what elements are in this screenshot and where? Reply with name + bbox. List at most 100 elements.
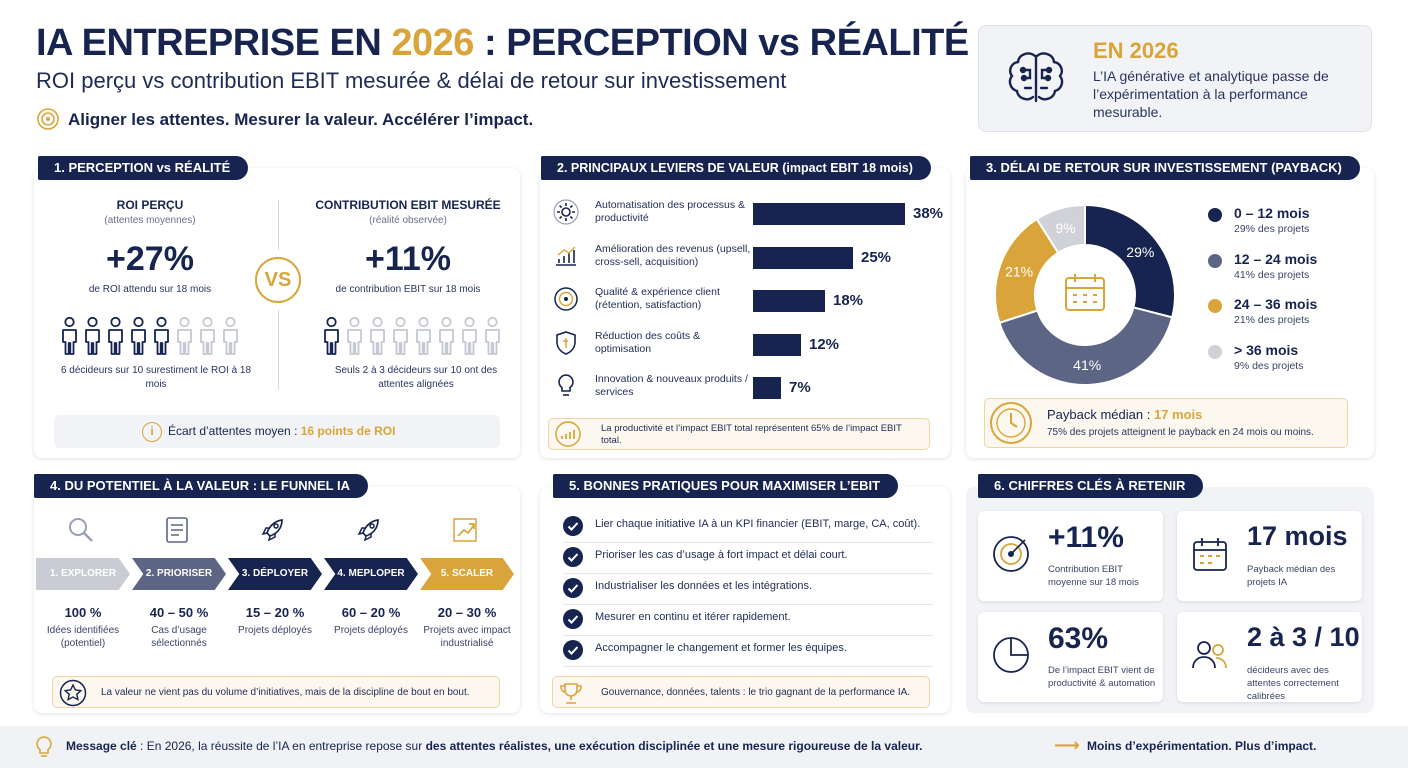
chart-up-icon bbox=[450, 515, 480, 545]
legend-label: 12 – 24 mois bbox=[1234, 250, 1318, 267]
legend-label: 0 – 12 mois bbox=[1234, 205, 1310, 221]
key-figure-card: 17 mois Payback médian des projets IA bbox=[1177, 511, 1362, 601]
donut-slice bbox=[1035, 203, 1086, 255]
info-year: EN 2026 bbox=[1093, 38, 1179, 63]
person-icon bbox=[106, 316, 125, 361]
person-icon bbox=[129, 316, 148, 361]
rocket-icon bbox=[258, 515, 288, 545]
gap-banner: i Écart d’attentes moyen : 16 points de … bbox=[54, 415, 500, 448]
practice-item: Lier chaque initiative IA à un KPI finan… bbox=[563, 512, 933, 543]
checkmark-icon bbox=[563, 547, 583, 567]
practice-text: Industrialiser les données et les intégr… bbox=[595, 580, 813, 592]
lever-bar bbox=[753, 203, 905, 225]
checklist-icon bbox=[162, 515, 192, 545]
perceived-roi-value: +27% bbox=[106, 240, 194, 278]
median-label: Payback médian : 17 mois bbox=[1047, 407, 1203, 422]
info-icon: i bbox=[142, 422, 162, 442]
lever-row: Innovation & nouveaux produits / service… bbox=[551, 367, 941, 407]
checkmark-icon bbox=[563, 578, 583, 598]
funnel-step-stat: 15 – 20 % Projets déployés bbox=[230, 605, 320, 637]
practices-footer-box: Gouvernance, données, talents : le trio … bbox=[552, 676, 930, 708]
levers-footnote-box: La productivité et l’impact EBIT total r… bbox=[548, 418, 930, 450]
footer-cta: Moins d’expérimentation. Plus d’impact. bbox=[1087, 739, 1317, 753]
funnel-step: 3. DÉPLOYER bbox=[228, 558, 322, 590]
perceived-roi-sub: (attentes moyennes) bbox=[104, 215, 196, 226]
legend-swatch bbox=[1208, 253, 1222, 268]
funnel-step-value: 15 – 20 % bbox=[245, 605, 305, 620]
divider bbox=[278, 200, 279, 250]
lever-label: Réduction des coûts & optimisation bbox=[595, 329, 701, 355]
median-box: Payback médian : 17 mois 75% des projets… bbox=[984, 398, 1348, 448]
donut-slice-label: 9% bbox=[1055, 220, 1075, 236]
practice-text: Accompagner le changement et former les … bbox=[595, 642, 847, 654]
levers-footnote: La productivité et l’impact EBIT total r… bbox=[601, 423, 902, 446]
funnel-step-stat: 60 – 20 % Projets déployés bbox=[326, 605, 416, 637]
divider bbox=[278, 310, 279, 390]
star-icon bbox=[59, 679, 87, 707]
footer-message: Message clé : En 2026, la réussite de l’… bbox=[66, 739, 923, 753]
tagline: Aligner les attentes. Mesurer la valeur.… bbox=[68, 110, 534, 129]
lever-value: 12% bbox=[809, 335, 840, 353]
legend-swatch bbox=[1208, 208, 1222, 222]
lever-row: Amélioration des revenus (upsell, cross-… bbox=[551, 237, 941, 277]
lever-bar bbox=[753, 333, 801, 356]
practice-text: Lier chaque initiative IA à un KPI finan… bbox=[595, 518, 921, 530]
section-title-perception: 1. PERCEPTION vs RÉALITÉ bbox=[38, 156, 249, 180]
legend-sub: 21% des projets bbox=[1234, 314, 1310, 326]
people-row-perceived bbox=[60, 316, 240, 361]
section-title-payback: 3. DÉLAI DE RETOUR SUR INVESTISSEMENT (P… bbox=[970, 156, 1360, 180]
legend-sub: 41% des projets bbox=[1234, 268, 1310, 281]
lever-row: Automatisation des processus & productiv… bbox=[551, 193, 943, 233]
checkmark-icon bbox=[563, 640, 583, 660]
calendar-icon bbox=[1189, 533, 1231, 575]
practices-card bbox=[540, 487, 950, 713]
checkmark-icon bbox=[563, 516, 583, 536]
median-value: 17 mois bbox=[1153, 407, 1203, 422]
practice-item: Mesurer en continu et itérer rapidement. bbox=[563, 605, 933, 636]
person-icon bbox=[483, 316, 502, 361]
person-icon bbox=[152, 316, 171, 361]
funnel-step: 4. MEPLOPER bbox=[324, 558, 418, 590]
arrow-right-icon: ⟶ bbox=[1054, 735, 1080, 755]
brain-icon bbox=[1001, 44, 1071, 114]
lever-row: Réduction des coûts & optimisation 12% bbox=[551, 324, 941, 364]
funnel-step-desc: Projets avec impact industrialisé bbox=[423, 625, 511, 649]
person-icon bbox=[221, 316, 240, 361]
person-icon bbox=[437, 316, 456, 361]
magnifier-icon bbox=[66, 515, 96, 545]
key-figure-desc: décideurs avec des attentes correctement… bbox=[1247, 665, 1339, 702]
funnel-step-desc: Cas d’usage sélectionnés bbox=[151, 625, 207, 649]
key-figure-card: +11% Contribution EBIT moyenne sur 18 moi… bbox=[978, 511, 1163, 601]
funnel-step-value: 100 % bbox=[64, 605, 102, 620]
key-figure-desc: De l’impact EBIT vient de productivité &… bbox=[1048, 665, 1156, 689]
person-icon bbox=[460, 316, 479, 361]
donut-slice-label: 21% bbox=[1005, 263, 1033, 279]
key-figure-card: 2 à 3 / 10 décideurs avec des attentes co… bbox=[1177, 612, 1362, 702]
practice-item: Prioriser les cas d’usage à fort impact … bbox=[563, 543, 933, 574]
person-icon bbox=[175, 316, 194, 361]
practice-item: Accompagner le changement et former les … bbox=[563, 636, 933, 667]
lever-label: Qualité & expérience client (rétention, … bbox=[595, 286, 720, 311]
measured-ebit-heading: CONTRIBUTION EBIT MESURÉE bbox=[315, 198, 501, 212]
practice-text: Prioriser les cas d’usage à fort impact … bbox=[595, 549, 848, 561]
funnel-step-stat: 40 – 50 % Cas d’usage sélectionnés bbox=[134, 605, 224, 650]
funnel-quote: La valeur ne vient pas du volume d’initi… bbox=[101, 687, 470, 698]
person-icon bbox=[345, 316, 364, 361]
funnel-step: 5. SCALER bbox=[420, 558, 514, 590]
legend-sub: 29% des projets bbox=[1234, 223, 1310, 235]
section-title-funnel: 4. DU POTENTIEL À LA VALEUR : LE FUNNEL … bbox=[34, 474, 368, 498]
page-subtitle: ROI perçu vs contribution EBIT mesurée &… bbox=[36, 68, 787, 93]
gap-value: 16 points de ROI bbox=[300, 424, 396, 438]
person-icon bbox=[368, 316, 387, 361]
measured-ebit-note: Seuls 2 à 3 décideurs sur 10 ont des att… bbox=[334, 365, 498, 390]
donut-slice-label: 41% bbox=[1073, 357, 1101, 373]
funnel-step-stat: 100 % Idées identifiées (potentiel) bbox=[38, 605, 128, 650]
median-note: 75% des projets atteignent le payback en… bbox=[1047, 427, 1314, 438]
section-title-practices: 5. BONNES PRATIQUES POUR MAXIMISER L’EBI… bbox=[553, 474, 899, 498]
people-icon bbox=[1189, 634, 1231, 676]
legend-swatch bbox=[1208, 299, 1222, 313]
title-text: IA ENTREPRISE EN bbox=[36, 22, 392, 64]
funnel-step-desc: Idées identifiées (potentiel) bbox=[46, 625, 120, 649]
key-figure-value: +11% bbox=[1048, 521, 1124, 554]
donut-slice-label: 29% bbox=[1126, 244, 1154, 260]
